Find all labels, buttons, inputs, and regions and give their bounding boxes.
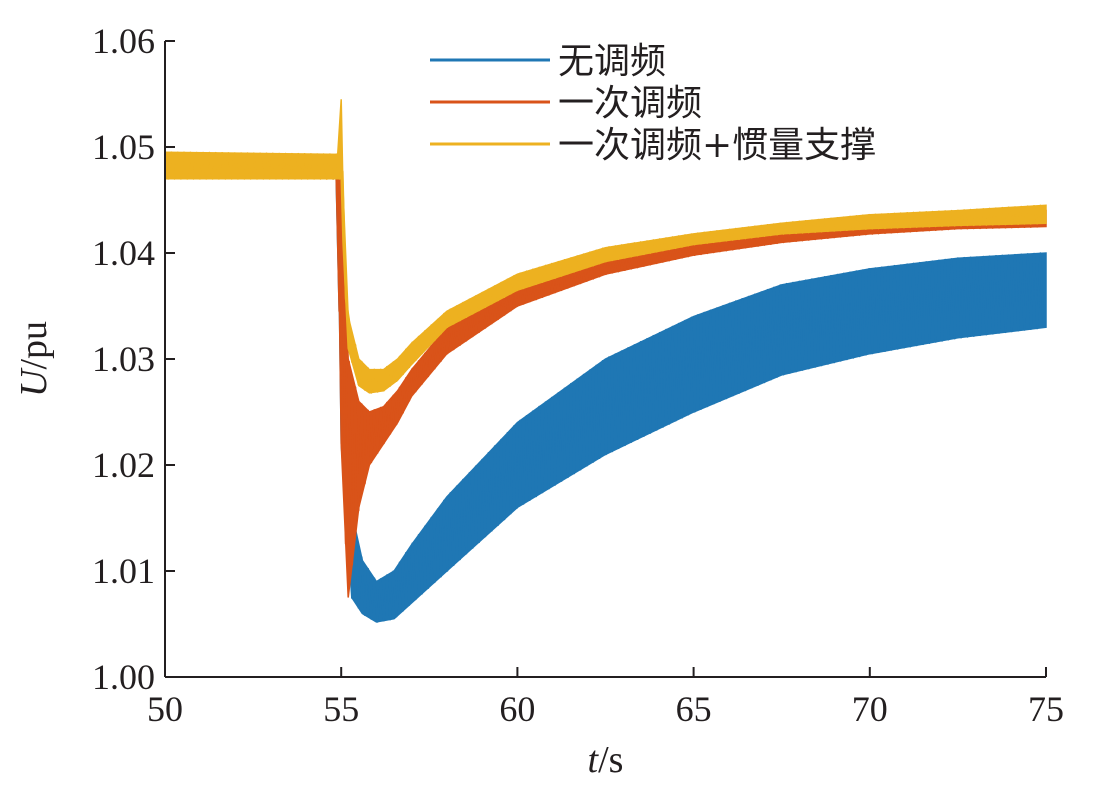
x-axis-label: t/s xyxy=(588,739,624,781)
series-3 xyxy=(164,99,1047,394)
y-tick-label: 1.05 xyxy=(92,127,155,167)
series-band xyxy=(164,169,1047,623)
x-tick-label: 65 xyxy=(676,689,712,729)
y-tick-label: 1.02 xyxy=(92,445,155,485)
y-tick-label: 1.00 xyxy=(92,657,155,697)
y-tick-label: 1.03 xyxy=(92,339,155,379)
x-tick-label: 75 xyxy=(1028,689,1064,729)
y-tick-label: 1.06 xyxy=(92,21,155,61)
y-tick-label: 1.04 xyxy=(92,233,155,273)
plot-area xyxy=(164,99,1047,623)
x-tick-label: 55 xyxy=(323,689,359,729)
legend-item-3: 一次调频+惯量支撑 xyxy=(430,125,876,166)
y-axis-label: U/pu xyxy=(13,321,55,397)
y-axis-label-unit: /pu xyxy=(13,321,55,370)
x-tick-label: 70 xyxy=(852,689,888,729)
x-tick-label: 60 xyxy=(499,689,535,729)
series-1 xyxy=(164,169,1047,623)
series-band xyxy=(164,99,1047,394)
x-tick-label: 50 xyxy=(147,689,183,729)
x-axis-label-unit: /s xyxy=(598,739,623,781)
y-tick-label: 1.01 xyxy=(92,551,155,591)
x-axis-label-var: t xyxy=(588,739,600,781)
series-line xyxy=(164,169,1045,623)
series-line xyxy=(164,151,1045,394)
y-axis-label-var: U xyxy=(13,367,55,397)
legend-label: 无调频 xyxy=(558,41,666,82)
legend-item-2: 一次调频 xyxy=(430,83,702,124)
axes: 50 55 60 65 70 75 1.00 1.01 1.02 1.03 1.04 1.05 1.06 xyxy=(92,21,1064,729)
legend-item-1: 无调频 xyxy=(430,41,666,82)
legend-label: 一次调频 xyxy=(558,83,702,124)
legend-label: 一次调频+惯量支撑 xyxy=(558,125,876,166)
